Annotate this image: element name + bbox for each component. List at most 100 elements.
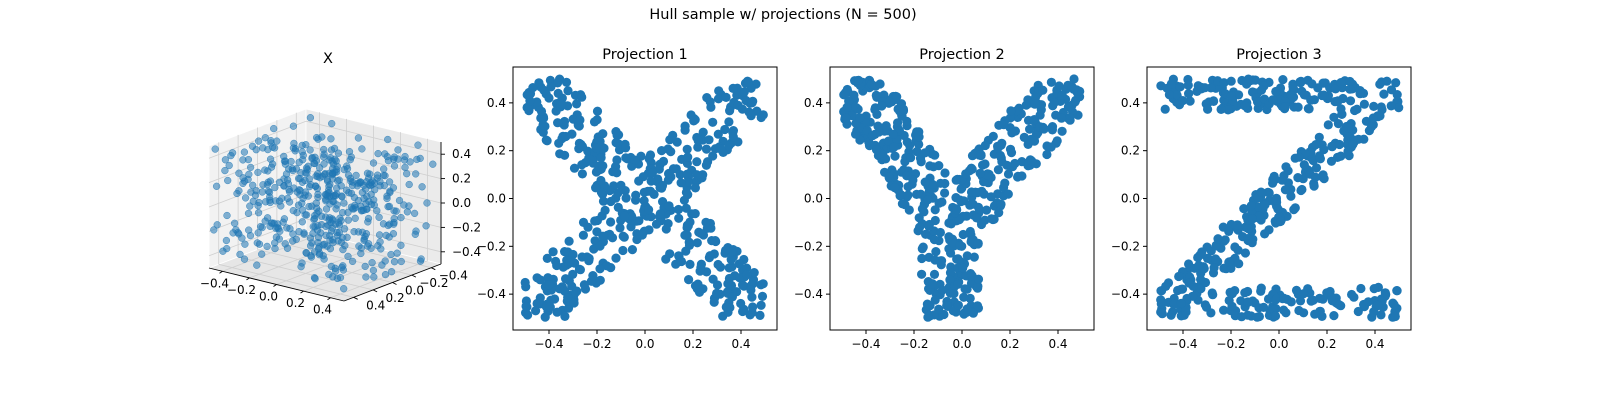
scatter-point-3d: [334, 149, 343, 157]
scatter-point: [525, 96, 535, 106]
scatter-point-3d: [210, 226, 218, 234]
projection-2-axes: −0.4 −0.2 0.0 0.2 0.4 −0.4 −0.2 0.0 0.2 0.4: [794, 66, 1095, 351]
scatter-point: [596, 153, 606, 163]
scatter-point: [737, 280, 748, 290]
scatter-point: [756, 300, 766, 310]
scatter-point: [902, 116, 912, 126]
projection-3-points: [1156, 74, 1404, 322]
scatter-point-3d: [354, 179, 362, 187]
scatter-point: [959, 292, 969, 302]
x-tick-label: 0.0: [635, 337, 654, 351]
scatter-point-3d: [320, 255, 328, 263]
scatter-point-3d: [363, 242, 372, 250]
scatter-point-3d: [383, 192, 391, 200]
scatter-point-3d: [418, 183, 426, 191]
scatter-point: [1006, 148, 1017, 158]
scatter-point: [590, 216, 600, 226]
scatter-point: [1333, 97, 1343, 107]
scatter-point-3d: [254, 209, 263, 217]
scatter-point: [1271, 86, 1281, 97]
scatter-point-3d: [390, 258, 399, 266]
scatter-point-3d: [360, 194, 368, 203]
scatter-point: [1243, 74, 1253, 84]
scatter-point: [1317, 172, 1327, 182]
scatter-point: [973, 274, 984, 284]
scatter-point: [735, 273, 745, 283]
scatter-point-3d: [326, 180, 334, 189]
scatter-point: [1247, 238, 1257, 248]
scatter-point-3d: [362, 273, 370, 281]
scatter-point: [1386, 85, 1397, 95]
scatter-point: [1046, 77, 1056, 87]
scatter-point: [980, 159, 990, 169]
scatter-point-3d: [276, 227, 284, 235]
scatter-point-3d: [275, 235, 283, 243]
scatter-point-3d: [374, 149, 382, 158]
scatter-point: [1344, 123, 1354, 133]
scatter-point-3d: [280, 175, 288, 183]
scatter-point: [682, 169, 692, 179]
scatter-point-3d: [297, 169, 305, 177]
scatter-point-3d: [267, 163, 276, 171]
scatter-point: [747, 292, 757, 302]
scatter-point: [655, 209, 665, 219]
y-tick-label: −0.4: [794, 287, 823, 301]
scatter-point: [986, 192, 996, 202]
scatter-point: [1236, 296, 1246, 306]
x-tick: [327, 297, 331, 301]
scatter-point-3d: [302, 248, 310, 257]
scatter-point: [637, 230, 647, 240]
scatter-point: [742, 263, 752, 273]
projection-3-title: Projection 3: [1236, 47, 1322, 63]
scatter-point: [973, 281, 983, 291]
scatter-point-3d: [400, 156, 409, 164]
scatter-point: [946, 219, 956, 229]
scatter-point-3d: [369, 266, 378, 275]
scatter-point-3d: [340, 225, 349, 233]
scatter-point: [724, 117, 734, 127]
z-tick-label: −0.2: [452, 220, 481, 234]
y-tick: [372, 289, 378, 293]
scatter-point: [545, 302, 555, 312]
scatter-point: [842, 102, 852, 112]
scatter-point: [916, 189, 926, 199]
x-tick-label: −0.4: [851, 337, 880, 351]
scatter-point: [1069, 84, 1079, 94]
scatter-point-3d: [397, 257, 405, 266]
scatter-point-3d: [326, 200, 334, 208]
scatter-point: [644, 205, 654, 215]
scatter-point: [1366, 122, 1377, 132]
scatter-point-3d: [246, 202, 254, 210]
scatter-point: [668, 164, 679, 174]
scatter-point: [1207, 288, 1217, 298]
scatter-point: [548, 247, 558, 257]
scatter-point-3d: [337, 182, 345, 190]
scatter-point-3d: [382, 231, 390, 240]
scatter-point: [1299, 160, 1309, 170]
scatter-point-3d: [397, 213, 405, 222]
scatter-point: [1232, 220, 1243, 230]
scatter-point: [701, 160, 712, 170]
scatter-point-3d: [381, 172, 389, 180]
scatter-point: [598, 161, 608, 171]
scatter-point: [1161, 281, 1171, 291]
scatter-point: [1234, 90, 1244, 100]
scatter-point: [996, 199, 1006, 209]
scatter-point: [1281, 162, 1291, 172]
scatter-point-3d: [351, 214, 359, 222]
scatter-point: [621, 193, 631, 203]
x-tick-label: 0.0: [1269, 337, 1288, 351]
scatter-point: [1270, 311, 1281, 321]
scatter-point: [1363, 297, 1373, 307]
scatter-point: [747, 98, 757, 108]
scatter-point-3d: [320, 145, 328, 154]
scatter-point: [622, 154, 633, 164]
scatter-point: [855, 113, 865, 123]
scatter-point-3d: [311, 182, 320, 191]
scatter-point-3d: [367, 190, 375, 198]
y-tick: [411, 274, 417, 278]
scatter-point-3d: [349, 205, 357, 213]
scatter-point-3d: [213, 221, 221, 229]
scatter-point: [888, 129, 898, 139]
scatter-point: [561, 131, 571, 142]
